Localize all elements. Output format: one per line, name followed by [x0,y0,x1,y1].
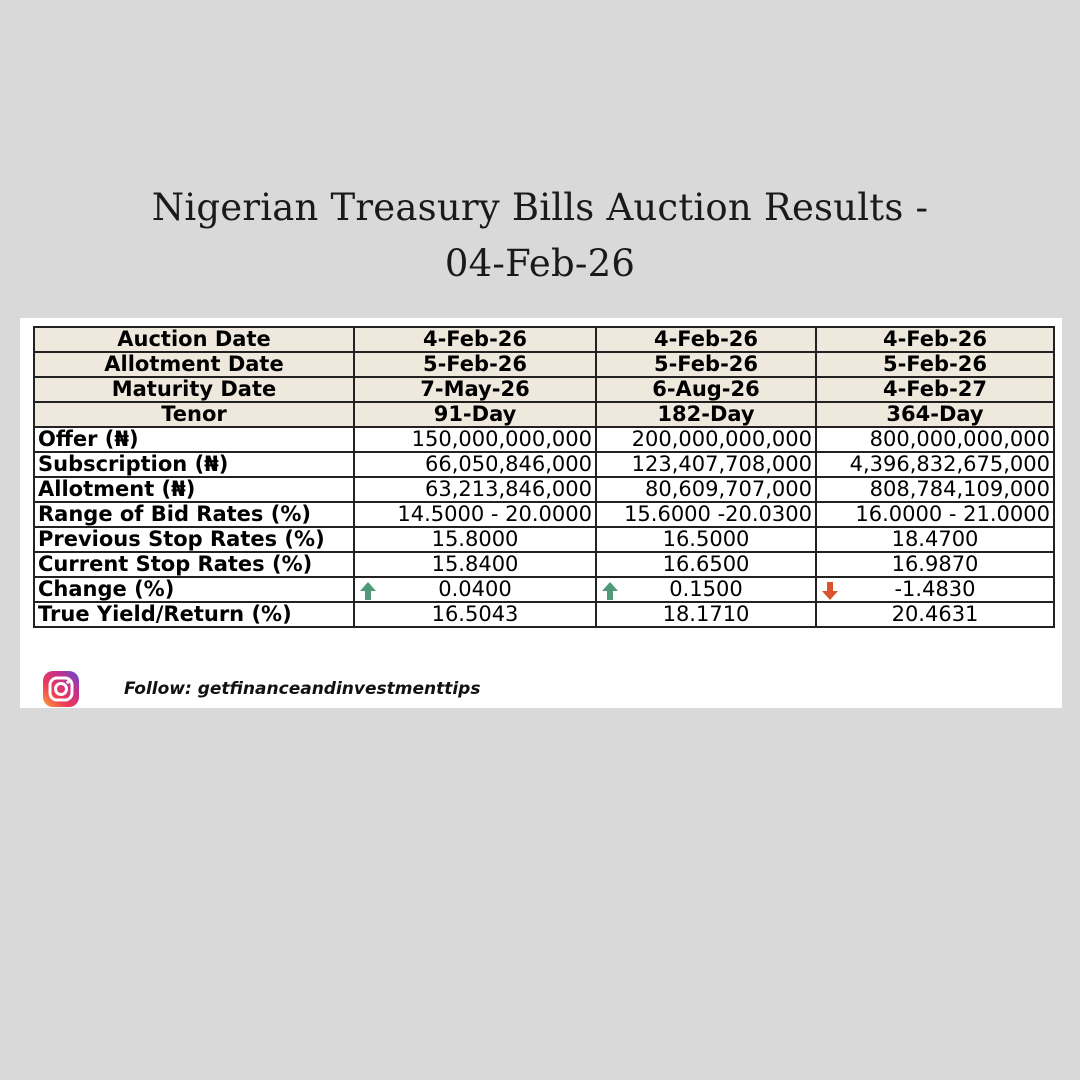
cell-91-day: 91-Day [353,401,597,428]
cell-364-day: 5-Feb-26 [815,351,1055,378]
cell-91-day: 14.5000 - 20.0000 [353,501,597,528]
table-row-current-stop-rates: Current Stop Rates (%) 15.8400 16.6500 1… [33,551,1055,578]
table-row-allotment: Allotment (₦) 63,213,846,000 80,609,707,… [33,476,1055,503]
cell-364-day: 808,784,109,000 [815,476,1055,503]
results-card: Auction Date 4-Feb-26 4-Feb-26 4-Feb-26 … [20,318,1062,708]
cell-364-day: 18.4700 [815,526,1055,553]
table-row-change: Change (%) 0.0400 0.1500 -1.4830 [33,576,1055,603]
table-row-subscription: Subscription (₦) 66,050,846,000 123,407,… [33,451,1055,478]
cell-364-day: 16.9870 [815,551,1055,578]
cell-364-day: 20.4631 [815,601,1055,628]
table-row-tenor: Tenor 91-Day 182-Day 364-Day [33,401,1055,428]
cell-364-day: 4-Feb-26 [815,326,1055,353]
row-label: Maturity Date [33,376,355,403]
cell-182-day: 16.6500 [595,551,817,578]
row-label: Range of Bid Rates (%) [33,501,355,528]
cell-182-day: 123,407,708,000 [595,451,817,478]
row-label: Auction Date [33,326,355,353]
table-row-maturity-date: Maturity Date 7-May-26 6-Aug-26 4-Feb-27 [33,376,1055,403]
cell-182-day: 182-Day [595,401,817,428]
cell-91-day: 66,050,846,000 [353,451,597,478]
row-label: Previous Stop Rates (%) [33,526,355,553]
cell-91-day: 7-May-26 [353,376,597,403]
cell-91-day: 5-Feb-26 [353,351,597,378]
cell-364-day: 4-Feb-27 [815,376,1055,403]
cell-364-day: 800,000,000,000 [815,426,1055,453]
arrow-up-icon [360,582,376,600]
cell-364-day: -1.4830 [815,576,1055,603]
cell-182-day: 6-Aug-26 [595,376,817,403]
row-label: Tenor [33,401,355,428]
row-label: Offer (₦) [33,426,355,453]
cell-182-day: 0.1500 [595,576,817,603]
instagram-icon[interactable] [42,670,80,708]
follow-footer: Follow: getfinanceandinvestmenttips [42,670,480,708]
page-title: Nigerian Treasury Bills Auction Results … [0,180,1080,292]
cell-182-day: 80,609,707,000 [595,476,817,503]
cell-91-day: 4-Feb-26 [353,326,597,353]
table-row-bid-range: Range of Bid Rates (%) 14.5000 - 20.0000… [33,501,1055,528]
row-label: Subscription (₦) [33,451,355,478]
cell-182-day: 18.1710 [595,601,817,628]
table-row-offer: Offer (₦) 150,000,000,000 200,000,000,00… [33,426,1055,453]
cell-91-day: 0.0400 [353,576,597,603]
table-row-true-yield: True Yield/Return (%) 16.5043 18.1710 20… [33,601,1055,628]
title-line-2: 04-Feb-26 [444,242,636,285]
auction-results-table: Auction Date 4-Feb-26 4-Feb-26 4-Feb-26 … [33,326,1055,628]
change-value: -1.4830 [894,577,976,601]
cell-91-day: 63,213,846,000 [353,476,597,503]
arrow-down-icon [822,582,838,600]
table-row-auction-date: Auction Date 4-Feb-26 4-Feb-26 4-Feb-26 [33,326,1055,353]
cell-182-day: 16.5000 [595,526,817,553]
cell-182-day: 15.6000 -20.0300 [595,501,817,528]
cell-182-day: 200,000,000,000 [595,426,817,453]
cell-364-day: 16.0000 - 21.0000 [815,501,1055,528]
cell-364-day: 364-Day [815,401,1055,428]
cell-91-day: 15.8400 [353,551,597,578]
cell-91-day: 16.5043 [353,601,597,628]
cell-182-day: 5-Feb-26 [595,351,817,378]
arrow-up-icon [602,582,618,600]
row-label: Allotment (₦) [33,476,355,503]
table-row-allotment-date: Allotment Date 5-Feb-26 5-Feb-26 5-Feb-2… [33,351,1055,378]
cell-91-day: 150,000,000,000 [353,426,597,453]
cell-91-day: 15.8000 [353,526,597,553]
cell-182-day: 4-Feb-26 [595,326,817,353]
row-label: Change (%) [33,576,355,603]
title-line-1: Nigerian Treasury Bills Auction Results … [151,186,929,229]
row-label: Allotment Date [33,351,355,378]
row-label: True Yield/Return (%) [33,601,355,628]
row-label: Current Stop Rates (%) [33,551,355,578]
change-value: 0.1500 [669,577,743,601]
table-row-previous-stop-rates: Previous Stop Rates (%) 15.8000 16.5000 … [33,526,1055,553]
cell-364-day: 4,396,832,675,000 [815,451,1055,478]
change-value: 0.0400 [438,577,512,601]
follow-text[interactable]: Follow: getfinanceandinvestmenttips [124,679,481,699]
